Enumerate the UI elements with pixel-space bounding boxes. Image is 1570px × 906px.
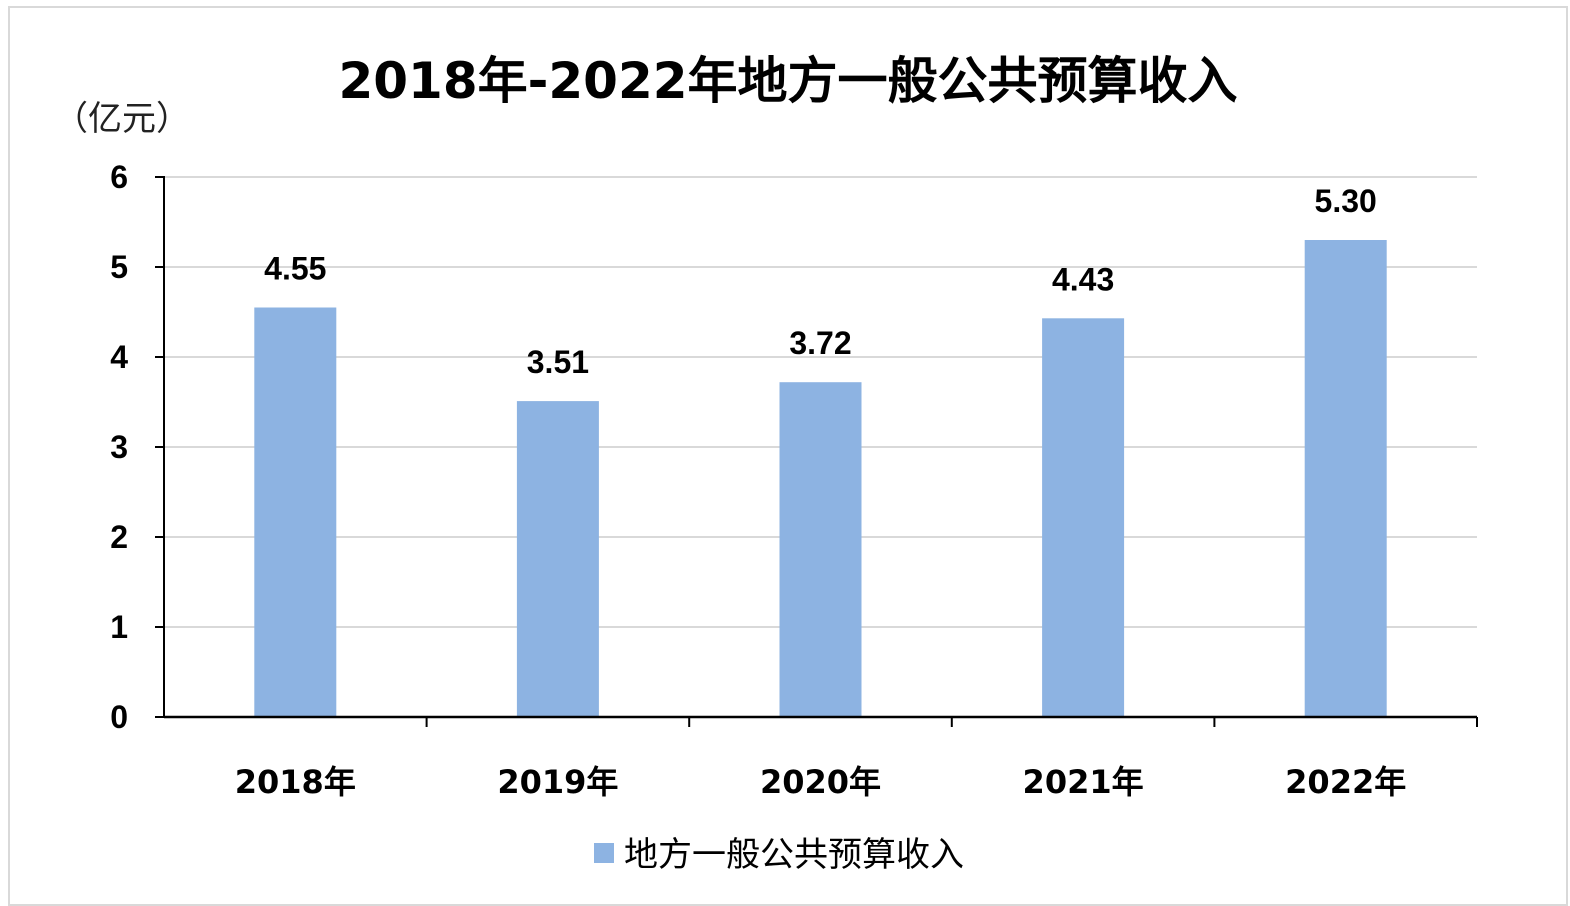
data-label: 5.30 xyxy=(1315,183,1377,219)
data-labels: 4.55 3.51 3.72 4.43 5.30 xyxy=(264,183,1377,380)
y-axis-unit-label: （亿元） xyxy=(54,99,190,139)
axes xyxy=(155,176,1478,727)
legend: 地方一般公共预算收入 xyxy=(594,835,964,875)
y-tick-label: 2 xyxy=(110,519,128,555)
gridlines xyxy=(164,176,1477,628)
bar xyxy=(516,401,599,717)
data-label: 3.51 xyxy=(527,344,589,380)
data-label: 4.43 xyxy=(1052,261,1114,297)
data-label: 4.55 xyxy=(264,251,326,287)
bar xyxy=(254,307,337,717)
y-tick-label: 3 xyxy=(110,429,128,465)
x-tick-labels: 2018年 2019年 2020年 2021年 2022年 xyxy=(235,763,1406,801)
x-tick-label: 2019年 xyxy=(497,763,618,801)
chart-title: 2018年-2022年地方一般公共预算收入 xyxy=(338,52,1237,110)
data-label: 3.72 xyxy=(789,325,851,361)
legend-label: 地方一般公共预算收入 xyxy=(624,835,964,875)
y-tick-label: 6 xyxy=(110,159,128,195)
bar xyxy=(1042,318,1125,717)
x-tick-label: 2020年 xyxy=(760,763,881,801)
bar xyxy=(1304,240,1387,717)
bar xyxy=(779,382,862,717)
x-tick-label: 2021年 xyxy=(1023,763,1144,801)
y-tick-label: 1 xyxy=(110,609,128,645)
y-tick-label: 0 xyxy=(110,699,128,735)
y-tick-labels: 0 1 2 3 4 5 6 xyxy=(110,159,128,735)
y-tick-label: 4 xyxy=(110,339,128,375)
y-tick-label: 5 xyxy=(110,249,128,285)
bars xyxy=(254,240,1387,717)
x-tick-label: 2022年 xyxy=(1285,763,1406,801)
x-tick-label: 2018年 xyxy=(235,763,356,801)
legend-swatch xyxy=(594,843,614,863)
